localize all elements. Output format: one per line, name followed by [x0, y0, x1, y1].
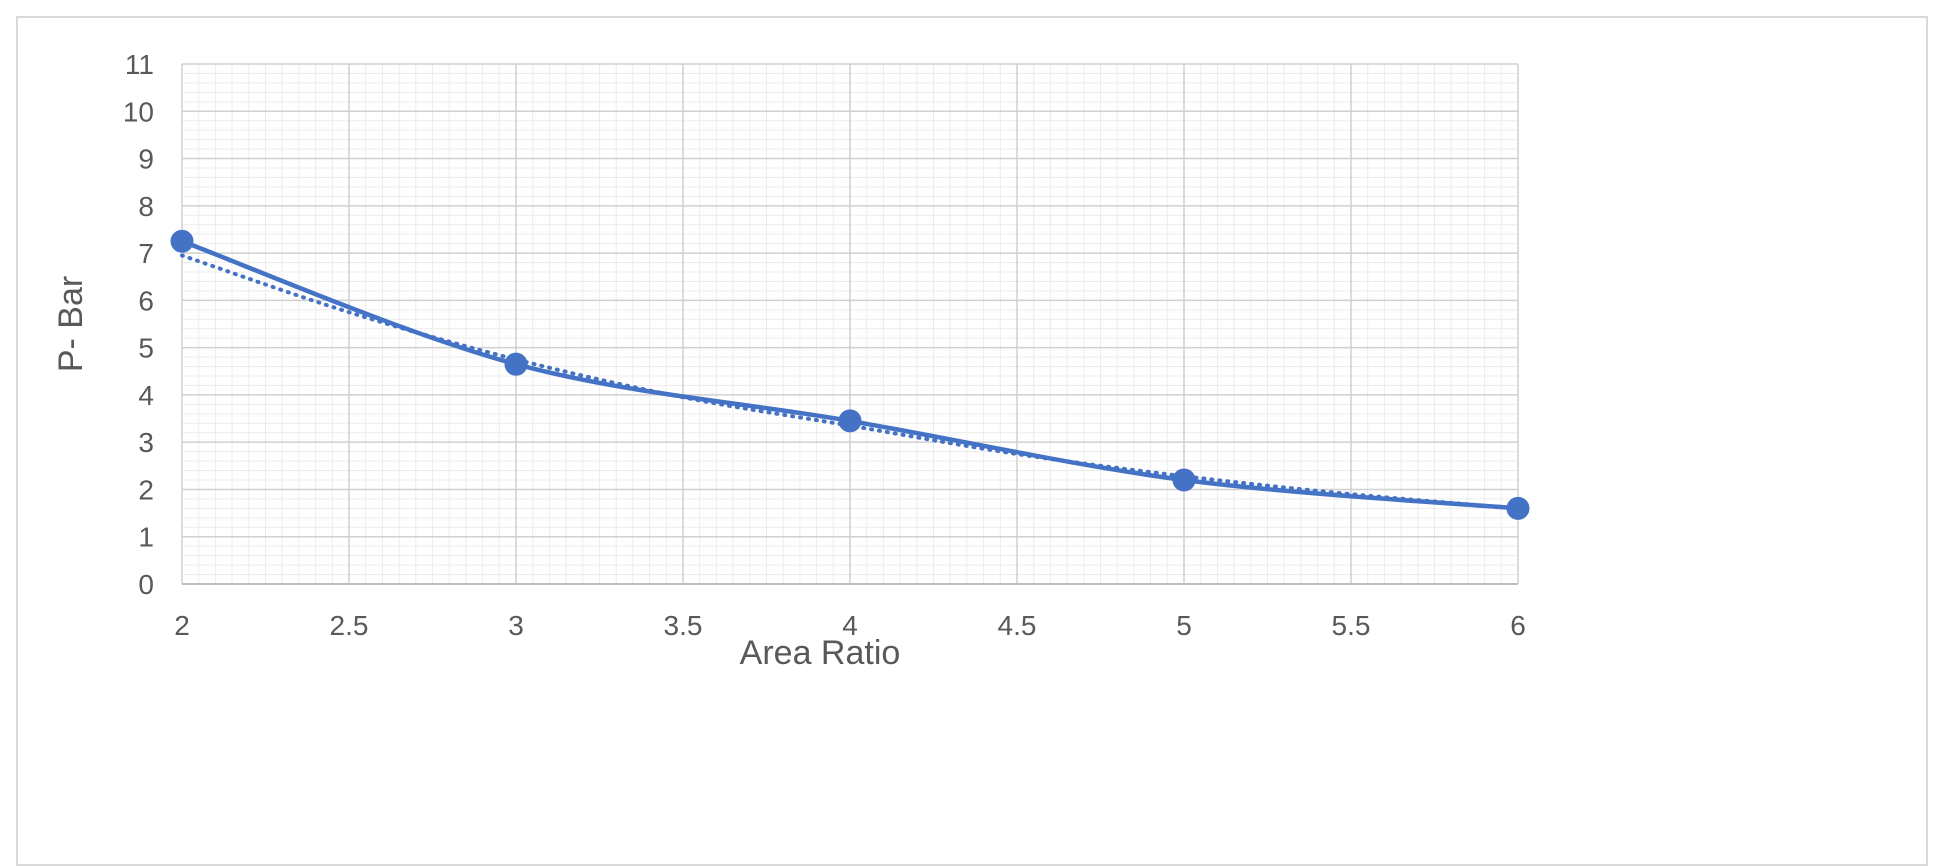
y-tick-label: 1 — [138, 522, 154, 553]
x-tick-label: 2.5 — [330, 610, 369, 641]
x-tick-label: 5 — [1176, 610, 1192, 641]
major-gridlines — [181, 63, 1519, 585]
y-tick-label: 3 — [138, 427, 154, 458]
line-chart: 2 2.5 3 3.5 4 4.5 5 5.5 6 0 1 2 3 4 5 6 7 8 9 10 11 Area Rat… — [52, 49, 1530, 672]
y-tick-label: 7 — [138, 238, 154, 269]
tick-labels: 2 2.5 3 3.5 4 4.5 5 5.5 6 0 1 2 3 4 5 6 7 8 9 10 11 — [123, 49, 1526, 641]
data-point-marker — [170, 229, 194, 253]
x-tick-label: 5.5 — [1332, 610, 1371, 641]
data-point-marker — [504, 352, 528, 376]
y-tick-label: 11 — [125, 49, 154, 80]
y-axis-title: P- Bar — [52, 276, 90, 372]
y-tick-label: 8 — [138, 191, 154, 222]
data-point-marker — [1172, 468, 1196, 492]
y-tick-label: 9 — [138, 144, 154, 175]
series-layer — [170, 229, 1530, 520]
x-tick-label: 3 — [508, 610, 524, 641]
x-tick-label: 4.5 — [998, 610, 1037, 641]
x-tick-label: 6 — [1510, 610, 1526, 641]
data-point-marker — [838, 409, 862, 433]
chart-frame: 2 2.5 3 3.5 4 4.5 5 5.5 6 0 1 2 3 4 5 6 7 8 9 10 11 Area Rat… — [16, 16, 1928, 866]
x-axis-title: Area Ratio — [740, 634, 901, 672]
y-tick-label: 10 — [123, 96, 154, 127]
y-tick-label: 4 — [138, 380, 154, 411]
y-tick-label: 5 — [138, 333, 154, 364]
x-tick-label: 2 — [174, 610, 190, 641]
y-tick-label: 6 — [138, 285, 154, 316]
y-tick-label: 2 — [138, 474, 154, 505]
data-point-marker — [1506, 496, 1530, 520]
y-tick-label: 0 — [138, 569, 154, 600]
x-tick-label: 4 — [842, 610, 858, 641]
x-tick-label: 3.5 — [664, 610, 703, 641]
